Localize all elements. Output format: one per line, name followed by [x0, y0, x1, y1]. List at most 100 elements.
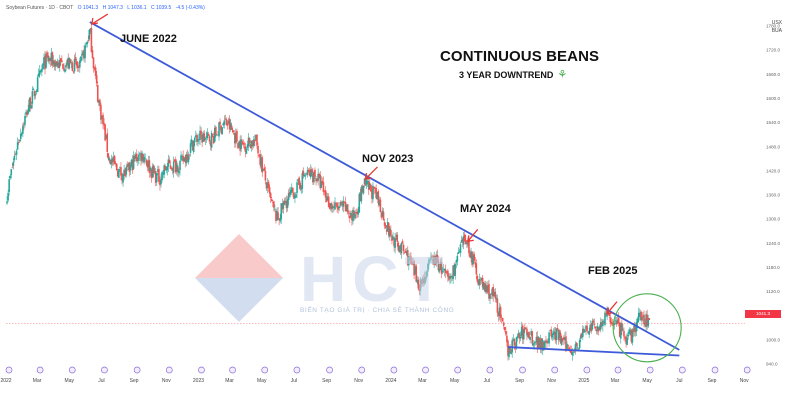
candle-body	[118, 168, 120, 178]
candle-body	[131, 159, 134, 171]
header-symbol: Soybean Futures · 1D · CBOT	[6, 5, 74, 11]
candle-body	[448, 275, 450, 280]
candle-body	[32, 88, 35, 91]
candle-body	[637, 312, 640, 321]
candle-body	[374, 187, 376, 189]
candle-body	[141, 152, 143, 162]
header-value-high: H 1047.3	[102, 5, 123, 11]
candle-body	[285, 200, 288, 209]
candle-body	[249, 144, 252, 149]
candle-body	[423, 276, 426, 284]
candle-body	[485, 285, 487, 293]
candle-body	[187, 155, 190, 163]
candle-body	[593, 324, 596, 325]
candle-body	[616, 319, 619, 324]
candle-body	[571, 352, 574, 356]
candle-body	[153, 171, 156, 173]
candle-body	[132, 155, 135, 169]
candle-body	[71, 62, 74, 72]
candle-body	[327, 196, 330, 208]
candle-body	[630, 329, 633, 342]
y-tick-label: 1600.0	[766, 96, 780, 101]
candle-body	[178, 170, 180, 174]
candle-body	[604, 312, 606, 326]
candle-body	[602, 320, 604, 327]
candle-body	[272, 202, 274, 203]
candle-body	[625, 336, 627, 344]
candle-body	[293, 192, 295, 199]
candle-body	[81, 54, 83, 56]
candle-body	[592, 320, 595, 323]
candle-body	[294, 195, 296, 199]
candle-body	[621, 323, 623, 332]
candle-body	[241, 141, 244, 143]
annotation-nov-2023: NOV 2023	[362, 153, 414, 165]
candle-body	[134, 154, 137, 159]
candle-body	[37, 73, 40, 77]
candle-body	[463, 234, 466, 242]
candle-body	[69, 59, 72, 63]
candle-body	[489, 294, 491, 299]
candle-body	[49, 59, 52, 62]
candle-body	[546, 340, 548, 344]
candle-body	[624, 336, 626, 339]
candle-body	[63, 68, 65, 71]
x-tick-label: May	[65, 378, 75, 384]
candle-body	[267, 181, 270, 189]
candle-body	[584, 330, 586, 332]
candle-body	[633, 325, 636, 331]
candle-body	[468, 238, 470, 254]
candle-body	[242, 142, 245, 145]
candle-body	[284, 201, 287, 203]
candle-body	[350, 212, 352, 217]
candle-body	[355, 211, 357, 214]
candle-body	[184, 156, 187, 162]
candle-body	[525, 327, 527, 329]
candle-body	[94, 67, 97, 76]
candle-body	[550, 329, 552, 337]
candle-body	[279, 218, 281, 221]
event-marker-icon	[261, 366, 269, 374]
candle-body	[110, 159, 113, 165]
candle-body	[341, 202, 344, 206]
candle-body	[214, 127, 216, 142]
candle-body	[225, 119, 228, 125]
candle-body	[473, 254, 476, 261]
candle-body	[478, 278, 481, 285]
candle-body	[505, 330, 507, 335]
candle-body	[328, 205, 331, 209]
candle-body	[354, 213, 356, 219]
candle-body	[582, 328, 584, 337]
annotation-arrowhead-icon	[364, 172, 372, 180]
candle-body	[609, 317, 612, 323]
y-tick-label: 940.0	[766, 361, 778, 366]
candle-body	[530, 331, 532, 336]
candle-body	[383, 222, 386, 226]
candle-body	[401, 241, 404, 244]
candle-body	[45, 53, 47, 68]
candle-body	[491, 288, 493, 295]
candle-body	[179, 161, 181, 171]
candle-body	[130, 159, 133, 167]
candle-body	[628, 331, 631, 334]
candle-body	[258, 154, 260, 156]
candle-body	[202, 134, 204, 142]
candle-body	[220, 125, 222, 133]
candle-body	[346, 204, 349, 213]
candle-body	[450, 275, 452, 278]
candle-body	[215, 127, 217, 135]
candle-body	[33, 90, 36, 97]
candle-body	[429, 259, 431, 261]
candle-body	[173, 159, 176, 162]
candle-body	[19, 133, 22, 140]
candle-body	[259, 154, 261, 165]
candle-body	[371, 189, 373, 199]
candle-body	[87, 40, 90, 41]
candle-body	[227, 120, 230, 125]
candle-body	[17, 142, 20, 143]
candle-body	[474, 262, 477, 265]
candle-body	[148, 160, 151, 174]
candle-body	[68, 57, 71, 69]
support-line	[507, 346, 680, 357]
candle-body	[315, 178, 317, 182]
